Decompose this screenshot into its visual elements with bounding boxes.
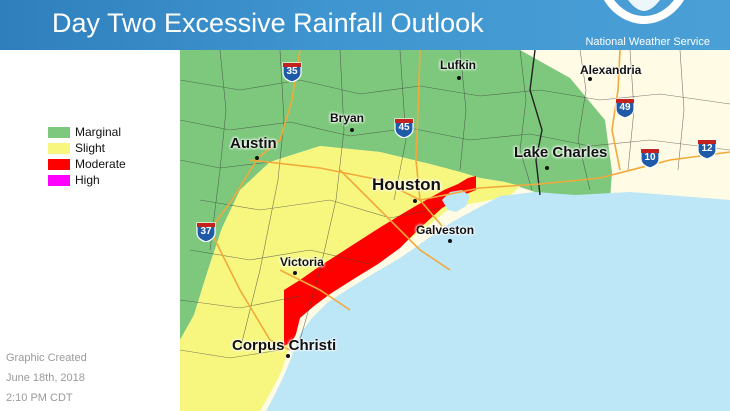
legend-swatch [48, 126, 70, 138]
city-bryan: Bryan [330, 111, 365, 125]
legend-swatch [48, 158, 70, 170]
interstate-45-shield: 45 [393, 116, 415, 139]
interstate-10-number: 10 [644, 152, 656, 163]
interstate-45-number: 45 [398, 122, 410, 133]
interstate-12-shield: 12 [696, 137, 718, 160]
city-austin: Austin [230, 135, 277, 152]
city-bryan-marker [350, 128, 354, 132]
interstate-37-number: 37 [200, 226, 212, 237]
gulf-of-mexico [266, 192, 730, 411]
city-victoria-marker [293, 271, 297, 275]
legend-item: Slight [48, 140, 126, 156]
outlook-map [180, 50, 730, 411]
page-title: Day Two Excessive Rainfall Outlook [52, 8, 484, 38]
legend-item: High [48, 172, 126, 188]
city-austin-marker [255, 156, 259, 160]
legend-label: Moderate [75, 157, 126, 171]
interstate-35-shield: 35 [281, 60, 303, 83]
state-line [529, 50, 543, 196]
interstate-37-shield: 37 [195, 220, 217, 243]
nws-logo-icon [604, 0, 684, 24]
city-galveston: Galveston [416, 223, 475, 237]
interstate-10-shield: 10 [639, 146, 661, 169]
interstate-49-shield: 49 [614, 96, 636, 119]
legend-label: Slight [75, 141, 106, 155]
city-houston-marker [413, 199, 417, 203]
legend-label: High [75, 173, 100, 187]
risk-legend: Marginal Slight Moderate High [48, 124, 126, 188]
interstate-35-number: 35 [286, 66, 298, 77]
credit-time: 2:10 PM CDT [6, 392, 73, 404]
city-lake-charles-marker [545, 166, 549, 170]
interstate-49-number: 49 [619, 102, 631, 113]
city-corpus-christi: Corpus Christi [232, 337, 337, 354]
credit-line-1: Graphic Created [6, 352, 87, 364]
legend-label: Marginal [75, 125, 122, 139]
city-alexandria: Alexandria [580, 63, 642, 77]
city-lake-charles: Lake Charles [514, 144, 608, 161]
header-bar: Day Two Excessive Rainfall Outlook Natio… [0, 0, 730, 50]
legend-swatch [48, 174, 70, 186]
city-lufkin: Lufkin [440, 58, 476, 72]
credit-date: June 18th, 2018 [6, 372, 85, 384]
interstate-12-number: 12 [701, 143, 713, 154]
moderate-risk-area [284, 176, 476, 346]
legend-item: Moderate [48, 156, 126, 172]
legend-item: Marginal [48, 124, 126, 140]
city-corpus-christi-marker [286, 354, 290, 358]
city-lufkin-marker [457, 76, 461, 80]
agency-name: National Weather Service [585, 36, 710, 48]
galveston-bay [442, 190, 470, 212]
legend-swatch [48, 142, 70, 154]
graphic-created-credit: Graphic Created June 18th, 2018 2:10 PM … [6, 348, 87, 408]
city-victoria: Victoria [280, 255, 324, 269]
city-houston: Houston [372, 175, 441, 194]
city-galveston-marker [448, 239, 452, 243]
city-alexandria-marker [588, 77, 592, 81]
